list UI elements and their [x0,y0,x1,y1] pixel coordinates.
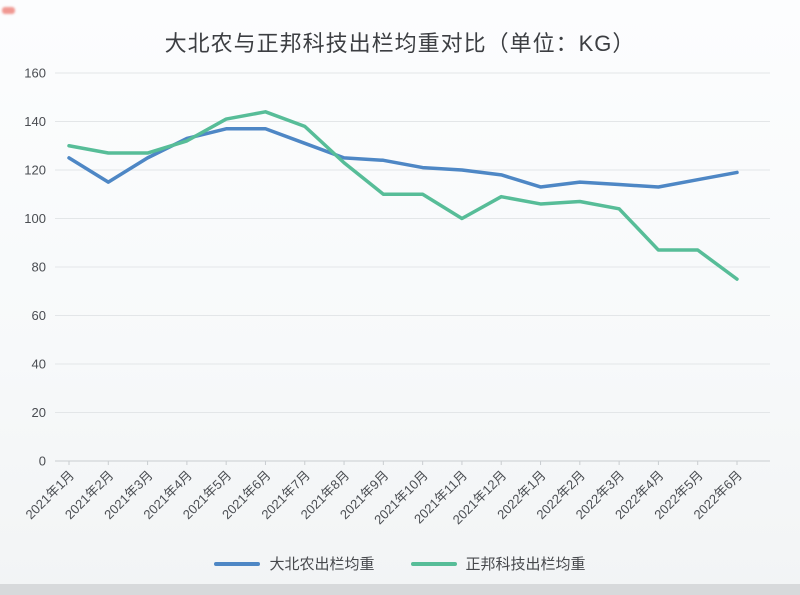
chart-legend: 大北农出栏均重 正邦科技出栏均重 [0,553,800,574]
y-axis-tick-label: 160 [24,66,46,81]
series-line-0[interactable] [67,127,739,189]
y-axis-tick-label: 140 [24,114,46,129]
bottom-edge-bar [0,584,800,595]
legend-item-zhengbang[interactable]: 正邦科技出栏均重 [410,553,586,574]
legend-item-dabeinong[interactable]: 大北农出栏均重 [214,553,375,574]
line-chart-plot: 0204060801001201401602021年1月2021年2月2021年… [23,66,770,527]
y-axis-tick-label: 0 [39,454,46,469]
legend-label-zhengbang: 正邦科技出栏均重 [465,556,586,573]
legend-line-swatch-green [410,561,457,566]
y-axis-tick-label: 80 [32,260,46,275]
recording-mark [2,7,15,14]
y-axis-tick-label: 20 [32,405,46,420]
y-axis-tick-label: 40 [32,357,46,372]
legend-line-swatch-blue [214,561,261,566]
chart-title: 大北农与正邦科技出栏均重对比（单位：KG） [164,31,636,56]
legend-label-dabeinong: 大北农出栏均重 [269,556,375,573]
y-axis-tick-label: 60 [32,308,46,323]
y-axis-tick-label: 100 [24,211,46,226]
y-axis-tick-label: 120 [24,163,46,178]
series-line-1[interactable] [67,110,739,281]
